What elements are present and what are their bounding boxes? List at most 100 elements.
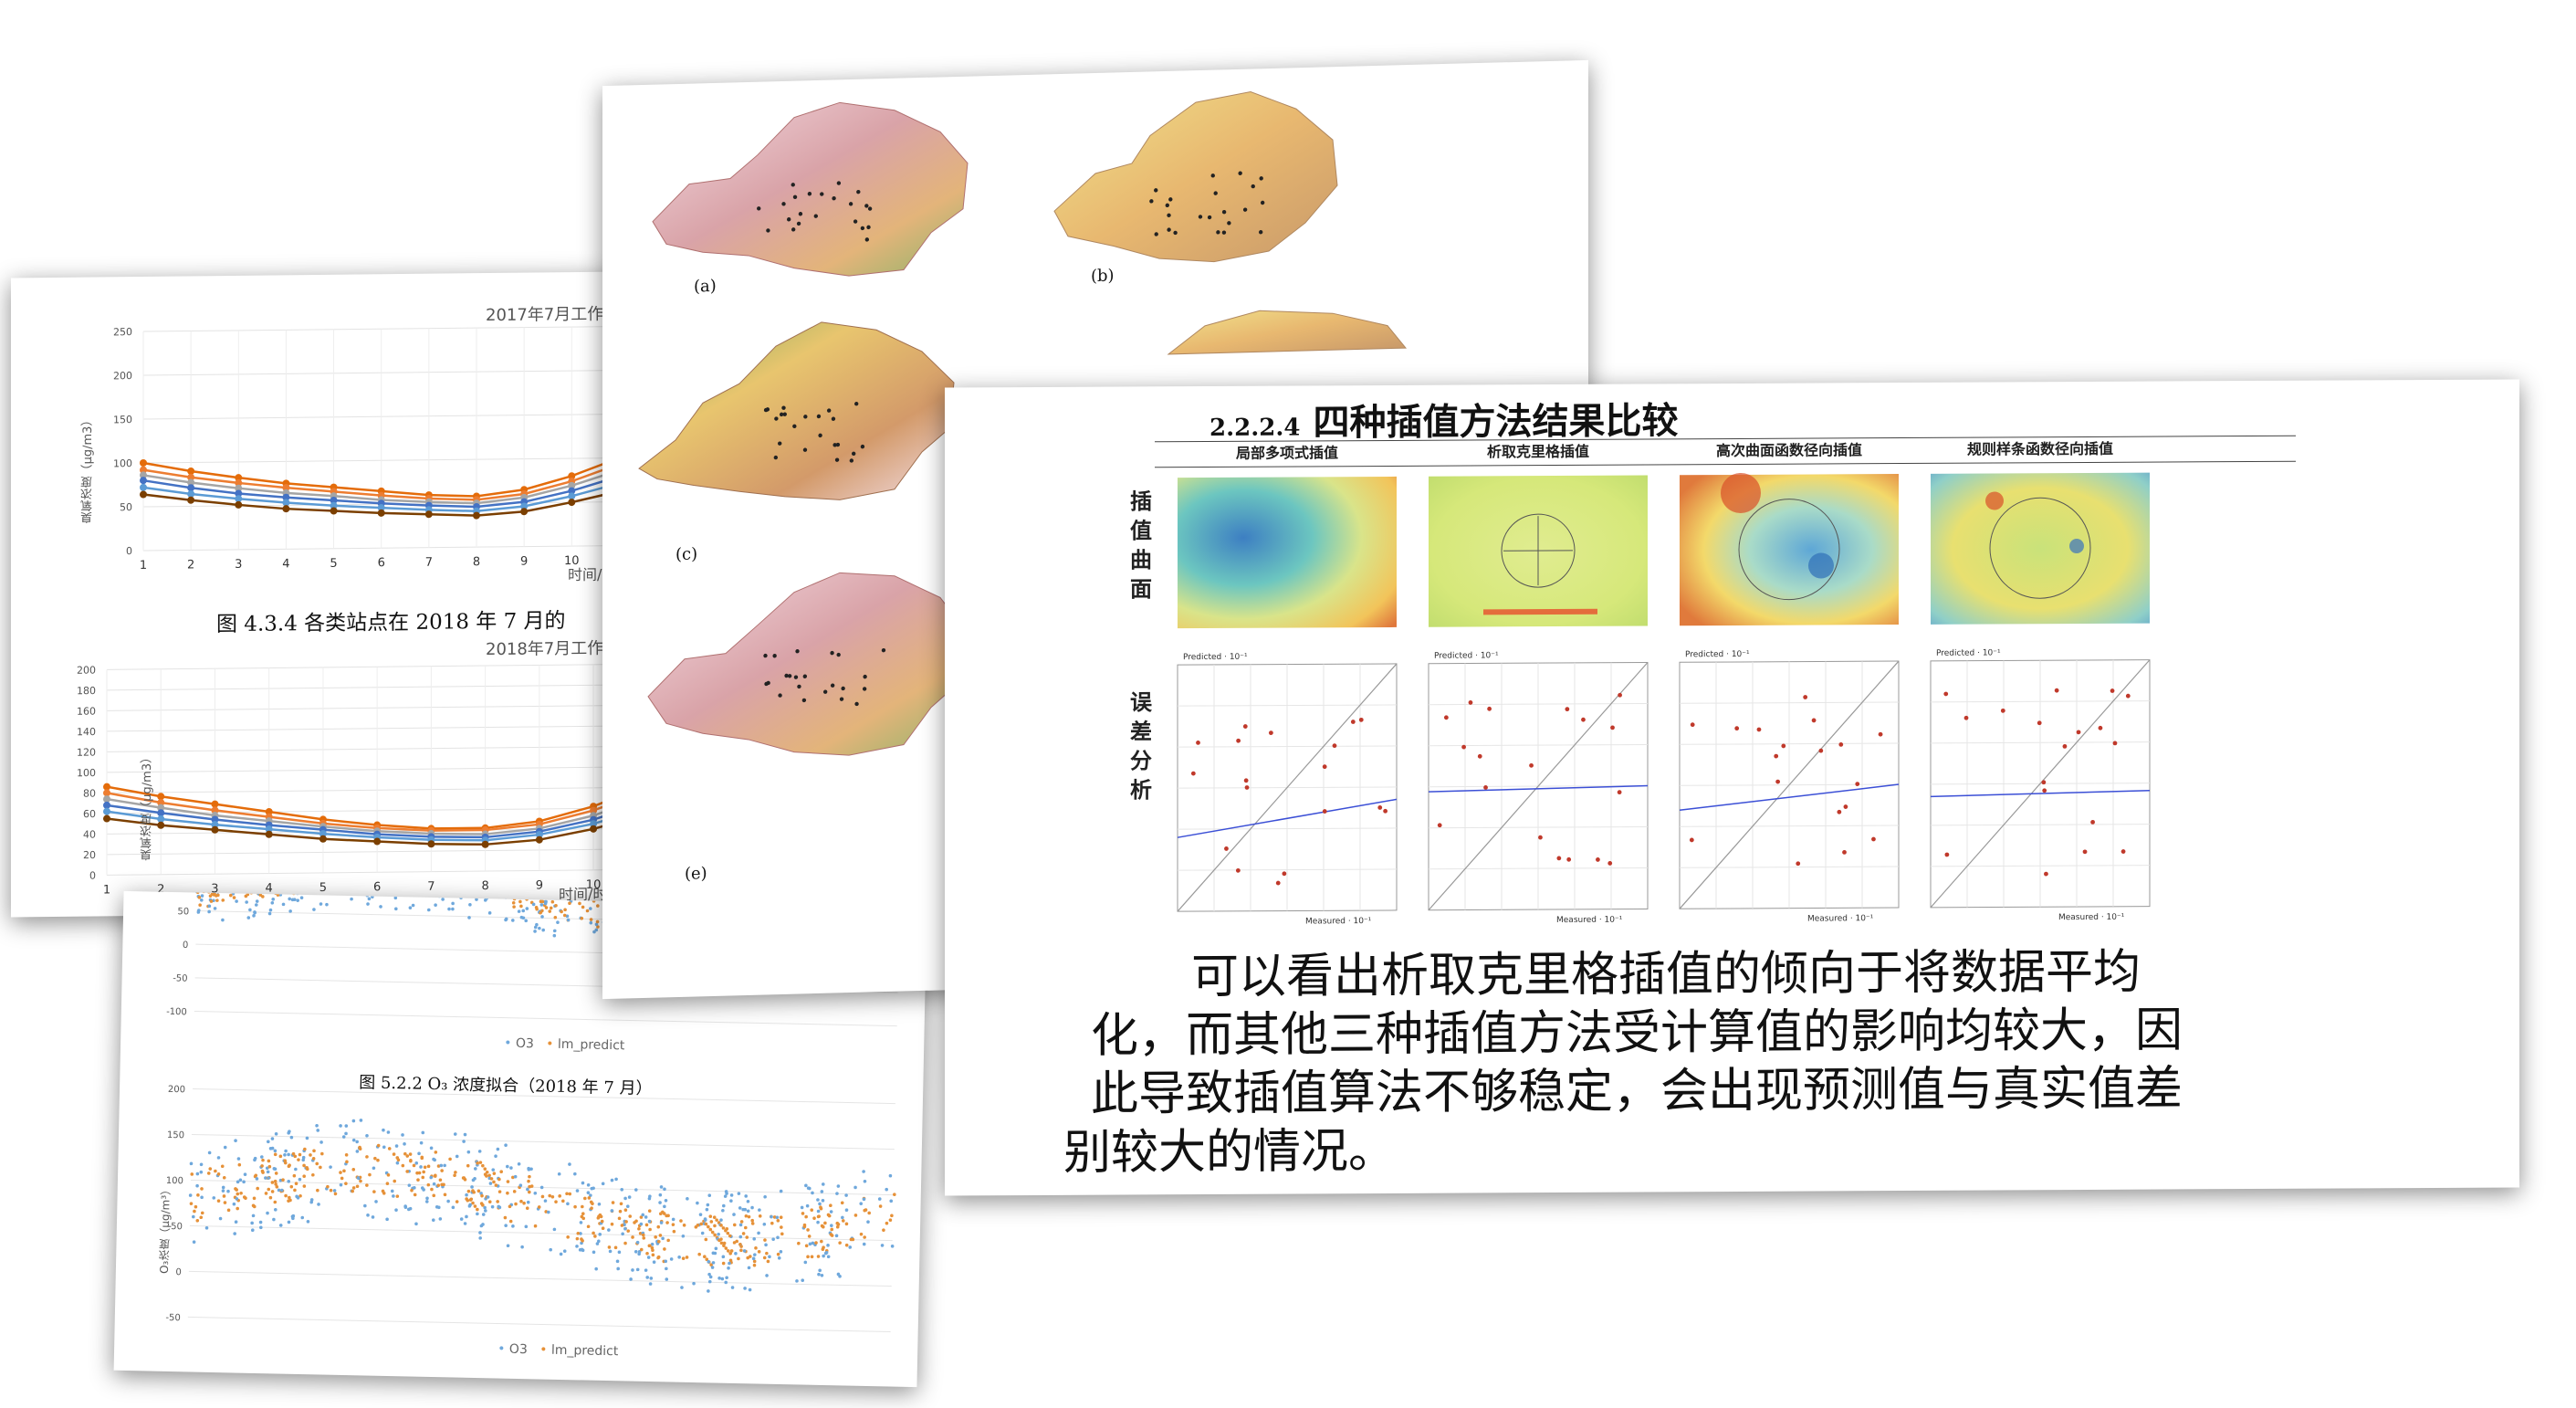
point-o3 — [681, 1234, 686, 1238]
legend-lm-predict: lm_predict — [550, 1342, 619, 1360]
point-lm-predict — [607, 1245, 612, 1249]
point-lm-predict — [455, 1200, 459, 1203]
point-lm-predict — [200, 1211, 204, 1215]
point-o3 — [549, 1247, 552, 1252]
station-dot — [786, 217, 791, 222]
point-o3 — [527, 1166, 530, 1171]
point-lm-predict — [478, 1161, 483, 1164]
point-lm-predict — [592, 1231, 595, 1235]
point-o3 — [424, 1200, 429, 1203]
point-o3 — [721, 1208, 725, 1213]
point-lm-predict — [708, 1227, 713, 1232]
point-lm-predict — [849, 1237, 853, 1242]
station-dot — [864, 204, 869, 208]
point-o3 — [447, 907, 451, 911]
point-lm-predict — [648, 1227, 652, 1232]
point-o3 — [403, 1205, 408, 1210]
station-dot — [830, 683, 835, 688]
point-lm-predict — [617, 1216, 622, 1221]
error-point — [1322, 809, 1327, 814]
error-point — [1838, 742, 1844, 747]
point-lm-predict — [665, 1221, 669, 1224]
station-dot — [864, 237, 870, 242]
point-o3 — [207, 1151, 212, 1155]
point-lm-predict — [333, 1192, 338, 1196]
point-lm-predict — [440, 1169, 444, 1172]
point-lm-predict — [340, 1176, 344, 1181]
point-o3 — [221, 1185, 225, 1190]
error-point — [1244, 785, 1250, 790]
point-o3 — [490, 1204, 495, 1209]
point-o3 — [394, 1144, 399, 1148]
point-lm-predict — [466, 1198, 470, 1203]
station-dot — [791, 183, 795, 187]
point-lm-predict — [806, 1255, 810, 1259]
data-point — [211, 806, 219, 814]
point-o3 — [734, 1252, 738, 1256]
station-dot — [772, 654, 777, 658]
point-lm-predict — [376, 1143, 381, 1148]
point-o3 — [329, 1165, 332, 1169]
point-o3 — [344, 1124, 349, 1128]
point-lm-predict — [722, 1241, 727, 1245]
point-lm-predict — [885, 1221, 889, 1225]
error-point — [1443, 715, 1449, 720]
point-o3 — [504, 1224, 508, 1227]
data-point — [282, 493, 290, 501]
point-o3 — [374, 1200, 378, 1203]
point-lm-predict — [214, 1169, 217, 1173]
point-lm-predict — [527, 1179, 530, 1183]
point-o3 — [296, 898, 299, 902]
point-lm-predict — [619, 1202, 623, 1206]
point-lm-predict — [554, 903, 558, 908]
y-tick-label: 140 — [77, 726, 96, 738]
point-o3 — [800, 1205, 804, 1210]
point-o3 — [356, 1176, 361, 1180]
error-point — [1689, 837, 1694, 843]
point-lm-predict — [765, 1251, 769, 1256]
point-lm-predict — [726, 1249, 730, 1253]
point-lm-predict — [540, 1194, 545, 1199]
point-lm-predict — [236, 1192, 240, 1196]
point-o3 — [589, 907, 592, 910]
point-o3 — [706, 1203, 710, 1207]
y-tick-label: 150 — [167, 1130, 184, 1140]
point-o3 — [271, 898, 276, 901]
point-o3 — [408, 1206, 413, 1211]
point-o3 — [251, 1214, 256, 1218]
point-lm-predict — [395, 1156, 400, 1160]
point-lm-predict — [267, 1164, 272, 1169]
point-o3 — [615, 1259, 620, 1264]
point-lm-predict — [599, 1214, 603, 1219]
point-lm-predict — [882, 1228, 885, 1232]
point-lm-predict — [737, 1256, 740, 1261]
point-o3 — [614, 1177, 618, 1182]
point-o3 — [414, 1222, 418, 1226]
error-point — [1487, 706, 1492, 711]
data-point — [103, 814, 110, 823]
legend-o3: O3 — [508, 1341, 528, 1358]
point-lm-predict — [216, 1172, 221, 1176]
map-label-e: (e) — [685, 864, 707, 884]
data-point — [235, 478, 243, 487]
point-lm-predict — [709, 1263, 713, 1266]
point-lm-predict — [726, 1231, 730, 1235]
point-lm-predict — [651, 1248, 654, 1253]
point-o3 — [484, 1209, 487, 1213]
point-lm-predict — [252, 1196, 257, 1201]
station-dot — [781, 405, 786, 410]
point-o3 — [707, 1289, 710, 1293]
point-o3 — [531, 902, 536, 907]
point-lm-predict — [393, 1179, 397, 1183]
point-lm-predict — [728, 1234, 732, 1238]
error-point — [1275, 880, 1281, 886]
point-lm-predict — [276, 893, 280, 897]
point-o3 — [521, 916, 526, 920]
station-dot — [778, 441, 782, 446]
point-lm-predict — [528, 1190, 531, 1194]
point-o3 — [586, 1182, 591, 1187]
point-lm-predict — [762, 1256, 767, 1260]
point-o3 — [511, 1224, 515, 1228]
point-o3 — [355, 1140, 359, 1144]
